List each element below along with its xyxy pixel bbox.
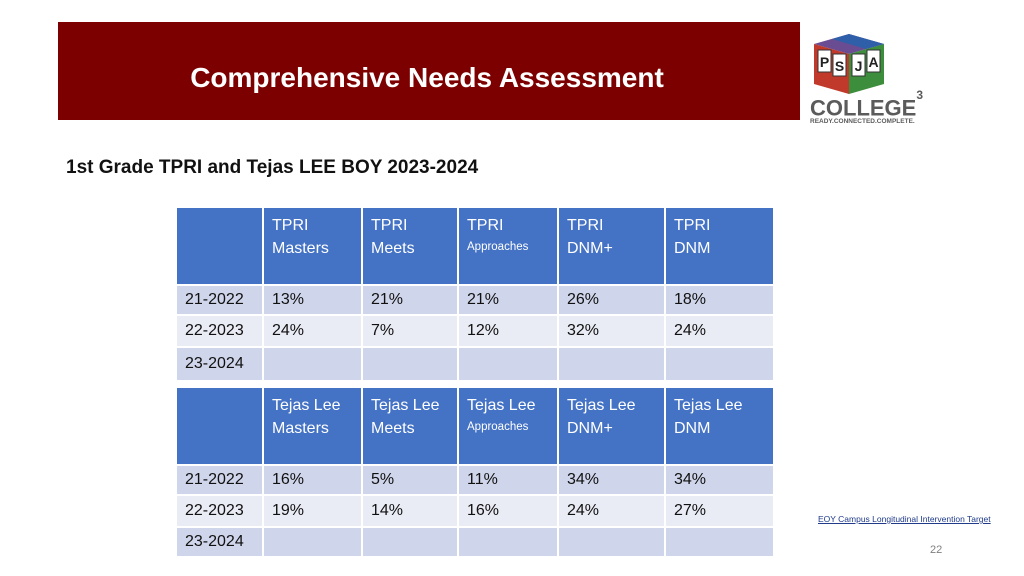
table-cell: 16% — [457, 494, 559, 528]
table-row: 21-2022 13% 21% 21% 26% 18% — [175, 284, 775, 316]
table-cell — [457, 346, 559, 382]
logo-letter-p: P — [820, 54, 829, 70]
tejas-header-corner — [175, 386, 264, 466]
table-cell: 21% — [457, 284, 559, 316]
table-row: 22-2023 24% 7% 12% 32% 24% — [175, 314, 775, 348]
logo-letter-a: A — [868, 54, 878, 70]
table-cell: 24% — [262, 314, 363, 348]
table-cell: 21% — [361, 284, 459, 316]
table-cell: 18% — [664, 284, 775, 316]
table-row: 23-2024 — [175, 346, 775, 382]
tpri-header-masters: TPRI Masters — [262, 206, 363, 286]
table-cell: 19% — [262, 494, 363, 528]
table-cell: 11% — [457, 464, 559, 496]
table-cell: 14% — [361, 494, 459, 528]
table-cell — [664, 526, 775, 558]
slide-subtitle: 1st Grade TPRI and Tejas LEE BOY 2023-20… — [66, 157, 479, 178]
table-cell — [457, 526, 559, 558]
table-row: 21-2022 16% 5% 11% 34% 34% — [175, 464, 775, 496]
table-cell — [557, 526, 666, 558]
table-cell — [557, 346, 666, 382]
logo-college-word: COLLEGE3 — [810, 88, 924, 121]
table-cell: 34% — [664, 464, 775, 496]
table-cell — [361, 346, 459, 382]
tpri-header-dnm-plus: TPRI DNM+ — [557, 206, 666, 286]
table-cell: 21-2022 — [175, 284, 264, 316]
tejas-header-row: Tejas Lee Masters Tejas Lee Meets Tejas Le… — [175, 386, 775, 466]
logo-tagline: READY.CONNECTED.COMPLETE. — [810, 118, 915, 125]
table-cell: 23-2024 — [175, 346, 264, 382]
tpri-header-dnm: TPRI DNM — [664, 206, 775, 286]
tejas-header-dnm: Tejas Lee DNM — [664, 386, 775, 466]
table-cell: 24% — [664, 314, 775, 348]
table-cell — [262, 346, 363, 382]
page-number: 22 — [930, 544, 943, 556]
table-cell: 34% — [557, 464, 666, 496]
tejas-header-dnm-plus: Tejas Lee DNM+ — [557, 386, 666, 466]
table-cell: 13% — [262, 284, 363, 316]
table-cell: 26% — [557, 284, 666, 316]
table-cell: 22-2023 — [175, 494, 264, 528]
logo-letter-s: S — [835, 58, 844, 74]
tejas-lee-table: Tejas Lee Masters Tejas Lee Meets Tejas Le… — [175, 386, 775, 558]
table-cell: 7% — [361, 314, 459, 348]
table-cell: 16% — [262, 464, 363, 496]
footnote-link[interactable]: EOY Campus Longitudinal Intervention Tar… — [818, 514, 991, 524]
title-banner: Comprehensive Needs Assessment — [58, 22, 800, 120]
tejas-header-masters: Tejas Lee Masters — [262, 386, 363, 466]
table-cell: 21-2022 — [175, 464, 264, 496]
table-cell — [664, 346, 775, 382]
tpri-table: TPRI Masters TPRI Meets TPRI Approaches TPR… — [175, 206, 775, 382]
table-row: 23-2024 — [175, 526, 775, 558]
tpri-header-row: TPRI Masters TPRI Meets TPRI Approaches TPR… — [175, 206, 775, 286]
table-cell: 12% — [457, 314, 559, 348]
table-cell: 5% — [361, 464, 459, 496]
tpri-header-approaches: TPRI Approaches — [457, 206, 559, 286]
table-cell — [361, 526, 459, 558]
table-cell — [262, 526, 363, 558]
table-cell: 22-2023 — [175, 314, 264, 348]
table-cell: 27% — [664, 494, 775, 528]
tpri-header-meets: TPRI Meets — [361, 206, 459, 286]
tejas-header-approaches: Tejas Lee Approaches — [457, 386, 559, 466]
logo-letter-j: J — [855, 58, 863, 74]
table-row: 22-2023 19% 14% 16% 24% 27% — [175, 494, 775, 528]
tejas-header-meets: Tejas Lee Meets — [361, 386, 459, 466]
table-cell: 24% — [557, 494, 666, 528]
psja-college-logo: P S J A COLLEGE3 READY.CONNECTED.COMPLET… — [808, 30, 923, 132]
slide-title: Comprehensive Needs Assessment — [190, 62, 664, 93]
table-cell: 32% — [557, 314, 666, 348]
tpri-header-corner — [175, 206, 264, 286]
table-cell: 23-2024 — [175, 526, 264, 558]
psja-cube-icon: P S J A — [814, 34, 884, 94]
